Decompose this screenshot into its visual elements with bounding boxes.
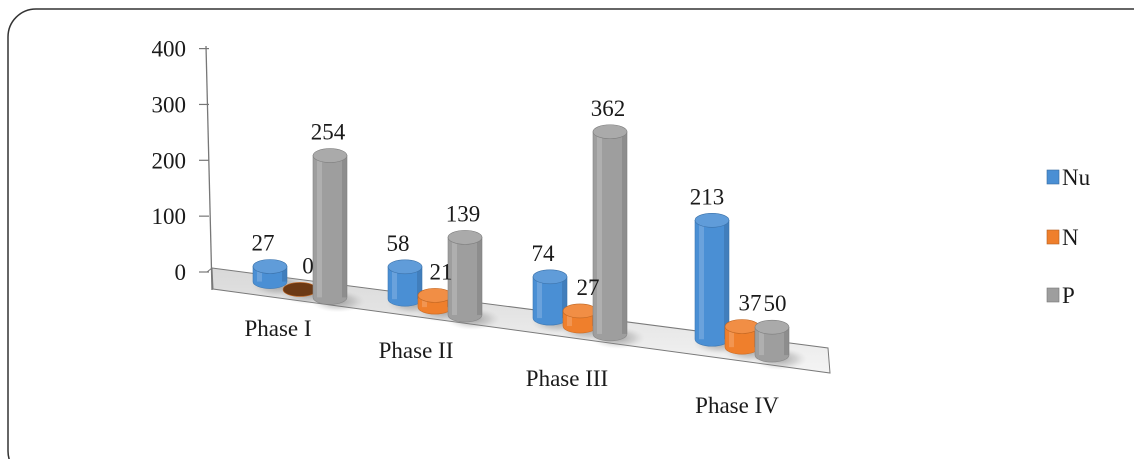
category-label: Phase IV (695, 393, 779, 418)
data-label: 0 (302, 253, 314, 278)
bar-highlight (537, 276, 542, 319)
legend-label: P (1062, 283, 1075, 308)
bar-p-4 (754, 319, 790, 363)
y-tick-label: 200 (152, 148, 187, 173)
bar-nu-1 (252, 259, 288, 289)
bar-highlight (567, 310, 572, 327)
bar-edge-shade (562, 276, 567, 319)
legend-item-n: N (1046, 225, 1079, 250)
bar-edge-shade (622, 131, 627, 334)
bar-highlight (422, 295, 427, 308)
data-label: 27 (577, 275, 600, 300)
chart-frame (7, 8, 1134, 464)
y-tick-label: 0 (175, 260, 187, 285)
bar-p-2 (447, 230, 483, 323)
bar-highlight (257, 266, 262, 282)
bar-cap (724, 319, 760, 334)
bar-cap (387, 259, 423, 275)
category-label: Phase I (244, 316, 311, 341)
y-tick-label: 300 (152, 92, 187, 117)
bar-highlight (452, 237, 457, 316)
bar-p-1 (312, 148, 348, 305)
bar-n-2 (417, 288, 453, 315)
data-label: 37 (739, 291, 762, 316)
bar-highlight (597, 131, 602, 334)
bar-cap (562, 303, 598, 319)
bar-cap (532, 269, 568, 285)
bar-cap (754, 319, 790, 335)
data-label: 21 (430, 259, 453, 284)
legend-item-p: P (1046, 283, 1075, 308)
bar-nu-4 (694, 212, 730, 347)
legend-swatch (1046, 169, 1060, 185)
legend-label: N (1062, 225, 1079, 250)
data-label: 27 (252, 230, 275, 255)
data-label: 58 (387, 231, 410, 256)
legend-swatch (1046, 287, 1060, 303)
data-label: 50 (764, 291, 787, 316)
category-label: Phase II (379, 338, 454, 363)
bar-cap (694, 212, 730, 228)
bar-edge-shade (477, 237, 482, 316)
bar-highlight (759, 327, 764, 356)
bar-cap (252, 259, 288, 274)
y-axis-line (205, 45, 213, 291)
bar-p-3 (592, 124, 628, 342)
data-label: 139 (446, 201, 481, 226)
bar-cap (417, 288, 453, 303)
legend-label: Nu (1062, 165, 1091, 190)
bar-n-1 (282, 282, 318, 297)
bar-n-3 (562, 303, 598, 334)
bar-highlight (699, 220, 704, 340)
bar-edge-shade (417, 266, 422, 300)
floor-corner-line (206, 267, 213, 273)
bar-cap (312, 148, 348, 163)
y-tick-label: 100 (152, 204, 187, 229)
bar-edge-shade (784, 327, 789, 356)
y-tick-label: 400 (152, 37, 187, 62)
bar-highlight (729, 326, 734, 348)
bar-highlight (317, 155, 322, 298)
bar-n-4 (724, 319, 760, 355)
bar-cap (447, 230, 483, 245)
bar-edge-shade (282, 266, 287, 282)
data-label: 213 (690, 184, 725, 209)
data-label: 254 (311, 120, 346, 145)
bar-cap (282, 282, 318, 297)
bar-cap (592, 124, 628, 140)
category-label: Phase III (526, 366, 608, 391)
legend-item-nu: Nu (1046, 165, 1091, 190)
bar-edge-shade (342, 155, 347, 298)
bar-highlight (392, 266, 397, 300)
bar-edge-shade (724, 220, 729, 340)
data-label: 74 (532, 241, 556, 266)
legend-swatch (1046, 229, 1060, 245)
bar-nu-2 (387, 259, 423, 307)
data-label: 362 (591, 96, 626, 121)
bar-nu-3 (532, 269, 568, 326)
